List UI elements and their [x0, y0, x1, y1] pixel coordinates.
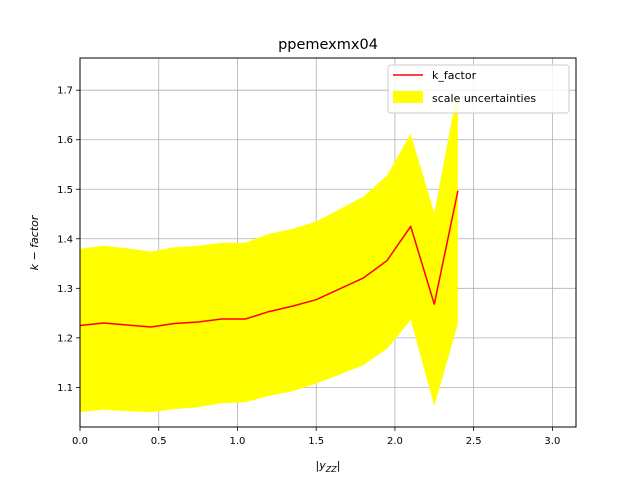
uncertainty-band [80, 87, 458, 413]
y-axis: 1.1 1.2 1.3 1.4 1.5 1.6 1.7 [57, 86, 80, 394]
x-tick-label-4: 2.0 [387, 436, 403, 447]
y-tick-label-1: 1.2 [57, 333, 73, 344]
chart-title: ppemexmx04 [278, 37, 378, 53]
y-tick-label-6: 1.7 [57, 86, 73, 97]
y-tick-label-0: 1.1 [57, 383, 73, 394]
x-axis: 0.0 0.5 1.0 1.5 2.0 2.5 3.0 [72, 427, 560, 447]
legend-uncertainty-swatch [393, 91, 423, 103]
legend: k_factor scale uncertainties [387, 64, 570, 114]
legend-uncertainty-label: scale uncertainties [432, 92, 536, 105]
y-tick-label-4: 1.5 [57, 185, 73, 196]
y-axis-label: k − factor [28, 214, 41, 270]
legend-box [387, 64, 570, 114]
y-tick-label-5: 1.6 [57, 135, 73, 146]
x-tick-label-1: 0.5 [151, 436, 167, 447]
k-factor-line [79, 190, 459, 328]
x-tick-label-6: 3.0 [544, 436, 560, 447]
k-factor-series-line [79, 190, 459, 328]
x-tick-label-5: 2.5 [466, 436, 482, 447]
x-tick-label-2: 1.0 [230, 436, 246, 447]
plot-frame [79, 57, 577, 428]
x-tick-label-0: 0.0 [72, 436, 88, 447]
y-tick-label-2: 1.3 [57, 284, 73, 295]
scale-uncertainty-area [80, 87, 458, 413]
x-tick-label-3: 1.5 [308, 436, 324, 447]
y-tick-label-3: 1.4 [57, 234, 73, 245]
legend-k-factor-label: k_factor [432, 69, 477, 82]
